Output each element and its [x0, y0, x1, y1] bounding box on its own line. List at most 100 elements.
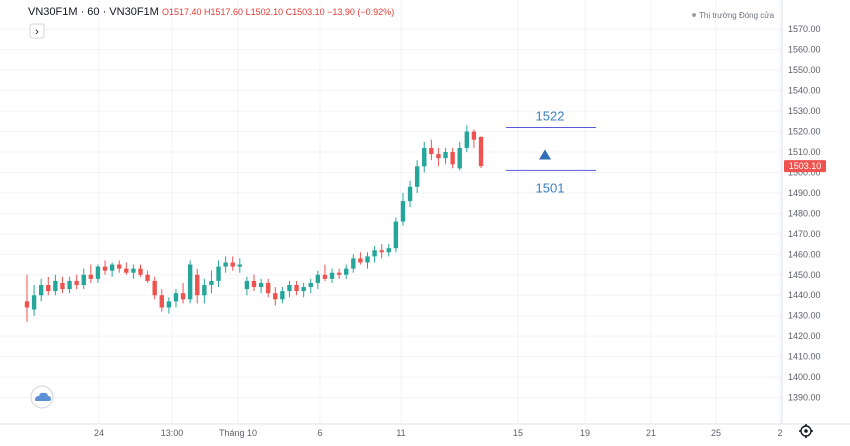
upper-level-label: 1522: [536, 108, 565, 123]
candle: [457, 141, 462, 171]
candle-body: [450, 152, 455, 165]
lower-level-label: 1501: [536, 180, 565, 195]
x-tick-label: 15: [513, 428, 523, 438]
candle-body: [400, 201, 406, 222]
candle-body: [145, 274, 150, 281]
candle: [258, 278, 264, 294]
x-tick-label: 2: [777, 428, 782, 438]
y-tick-label: 1420.00: [788, 331, 821, 341]
candle-body: [223, 262, 228, 267]
expand-legend-button[interactable]: ›: [29, 23, 45, 39]
candle-body: [81, 274, 86, 285]
x-tick-label: 11: [396, 428, 405, 438]
candle-body: [429, 147, 434, 155]
time-axis[interactable]: 24 13:00 Tháng 10 6 11 15 19 21 25 2: [94, 428, 783, 438]
x-tick-label: 13:00: [161, 428, 184, 438]
x-tick-label: 24: [94, 428, 104, 438]
candle-body: [24, 301, 30, 308]
candle: [422, 141, 427, 173]
candle-body: [379, 250, 384, 253]
chevron-right-icon: ›: [35, 26, 39, 38]
candle-body: [258, 282, 264, 288]
candle-body: [386, 248, 391, 253]
y-tick-label: 1460.00: [788, 249, 821, 259]
candle-body: [53, 280, 58, 292]
y-tick-label: 1550.00: [788, 65, 821, 75]
y-tick-label: 1520.00: [788, 127, 821, 137]
cloud-icon[interactable]: [30, 385, 54, 409]
y-tick-label: 1450.00: [788, 270, 821, 280]
x-tick-label: 19: [580, 428, 590, 438]
candle: [159, 289, 164, 312]
candle: [195, 268, 200, 304]
candle-body: [230, 262, 235, 267]
candle: [301, 282, 306, 298]
candle-body: [195, 274, 200, 296]
candle: [202, 278, 207, 304]
candle: [322, 264, 328, 281]
y-tick-label: 1500.00: [788, 167, 821, 177]
candle: [471, 129, 477, 148]
candle-body: [237, 264, 243, 267]
candle: [81, 268, 86, 290]
candle: [273, 287, 278, 306]
candle-body: [329, 272, 335, 279]
candle-body: [124, 268, 129, 273]
drawing-annotations[interactable]: 1522 1501: [506, 108, 596, 195]
y-tick-label: 1430.00: [788, 311, 821, 321]
candle: [46, 276, 51, 296]
candle-body: [393, 221, 399, 249]
candle: [74, 274, 79, 290]
candle: [173, 289, 179, 308]
candle: [400, 192, 406, 226]
candle: [450, 147, 455, 169]
candle: [280, 287, 285, 304]
y-tick-label: 1490.00: [788, 188, 821, 198]
candle-body: [301, 287, 306, 292]
up-arrow-icon[interactable]: [539, 149, 551, 160]
candle: [209, 270, 214, 294]
candle: [329, 268, 335, 283]
candle-body: [102, 266, 108, 271]
candle-body: [67, 280, 72, 290]
candle-body: [173, 293, 179, 302]
candle: [386, 244, 391, 257]
candle-body: [202, 285, 207, 296]
candle-body: [109, 264, 115, 271]
candle-body: [315, 274, 321, 283]
candle: [336, 268, 342, 279]
candle: [244, 276, 250, 296]
x-tick-label: 6: [317, 428, 322, 438]
candle-body: [88, 274, 94, 279]
y-tick-label: 1440.00: [788, 290, 821, 300]
candle-body: [187, 264, 193, 300]
candle-body: [31, 295, 37, 310]
candle-body: [244, 280, 250, 290]
candle-body: [251, 280, 257, 288]
candle-body: [117, 264, 122, 269]
price-axis[interactable]: 1390.00 1400.00 1410.00 1420.00 1430.00 1440.…: [788, 24, 821, 402]
candle: [31, 285, 37, 316]
candle: [124, 262, 129, 275]
gear-icon[interactable]: [799, 424, 813, 438]
candle-body: [422, 147, 427, 167]
candle: [429, 139, 434, 161]
candle: [407, 180, 413, 208]
candle-body: [351, 258, 356, 269]
candle-body: [322, 274, 328, 279]
symbol-info[interactable]: VN30F1M · 60 · VN30F1M: [28, 6, 159, 18]
y-tick-label: 1480.00: [788, 208, 821, 218]
candle: [287, 280, 292, 298]
candle-body: [414, 166, 420, 187]
candle-body: [216, 266, 221, 281]
candle: [102, 260, 108, 275]
candle-body: [209, 280, 214, 285]
candle-body: [365, 256, 370, 263]
candle-body: [443, 152, 448, 159]
candle-body: [344, 268, 349, 275]
x-tick-label: Tháng 10: [219, 428, 257, 438]
candle: [152, 276, 157, 300]
candle-body: [159, 295, 164, 308]
candle-body: [152, 280, 157, 296]
